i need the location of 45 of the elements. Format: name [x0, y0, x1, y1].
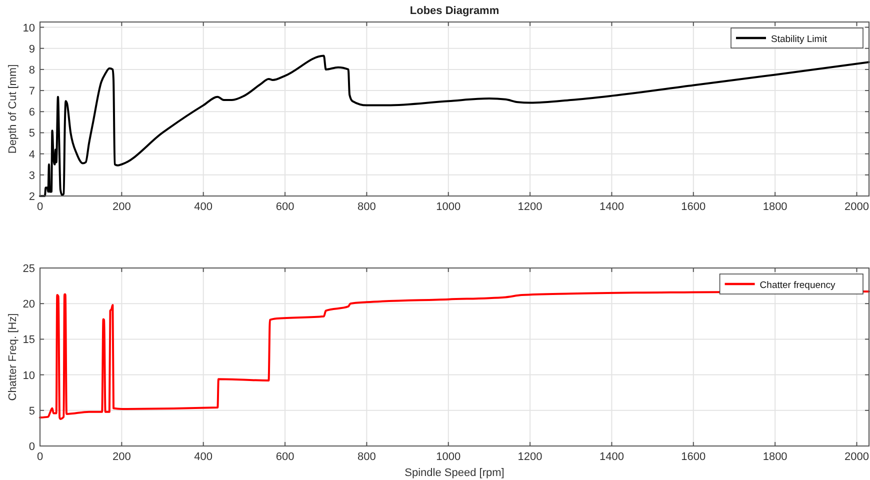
x-tick-label: 2000	[844, 451, 869, 463]
x-tick-label: 800	[358, 451, 376, 463]
y-tick-label: 5	[28, 405, 35, 418]
y-tick-label: 9	[28, 43, 35, 56]
x-tick-label: 1400	[599, 451, 624, 463]
x-tick-label: 800	[358, 201, 376, 213]
x-tick-label: 200	[112, 451, 131, 463]
x-tick-label: 0	[36, 201, 44, 213]
x-tick-label: 1200	[518, 451, 542, 463]
x-tick-label: 200	[112, 201, 131, 213]
y-tick-label: 2	[28, 191, 35, 203]
y-tick-label: 3	[28, 170, 35, 182]
x-tick-label: 1200	[518, 201, 542, 213]
line-series	[39, 290, 870, 420]
x-tick-label: 1800	[762, 451, 788, 463]
y-tick-label: 10	[22, 22, 35, 34]
y-tick-label: 15	[22, 334, 35, 346]
x-tick-label: 1800	[762, 201, 788, 213]
y-tick-label: 5	[28, 128, 35, 140]
x-tick-label: 2000	[844, 201, 869, 213]
x-tick-label: 1600	[681, 201, 706, 213]
x-tick-label: 0	[36, 451, 44, 463]
x-tick-label: 1400	[599, 201, 624, 213]
x-tick-label: 600	[276, 451, 294, 463]
legend-label: Stability Limit	[771, 34, 828, 45]
y-tick-label: 6	[28, 106, 35, 119]
legend-label: Chatter frequency	[760, 280, 836, 291]
y-tick-label: 25	[22, 263, 35, 275]
y-axis-title: Depth of Cut [mm]	[7, 64, 19, 154]
x-tick-label: 600	[276, 201, 294, 213]
y-tick-label: 20	[22, 298, 35, 311]
x-tick-label: 400	[194, 201, 213, 213]
y-tick-label: 0	[28, 441, 35, 453]
y-tick-label: 8	[28, 64, 35, 76]
x-tick-label: 400	[194, 451, 213, 463]
y-tick-label: 4	[28, 148, 35, 161]
chart-title: Lobes Diagramm	[410, 5, 500, 17]
y-tick-label: 7	[28, 86, 35, 98]
x-tick-label: 1000	[436, 201, 461, 213]
line-series	[39, 54, 870, 197]
y-tick-label: 10	[22, 370, 35, 382]
y-axis-title: Chatter Freq. [Hz]	[7, 313, 19, 401]
x-axis-title: Spindle Speed [rpm]	[404, 467, 504, 479]
x-tick-label: 1000	[436, 451, 461, 463]
x-tick-label: 1600	[681, 451, 706, 463]
